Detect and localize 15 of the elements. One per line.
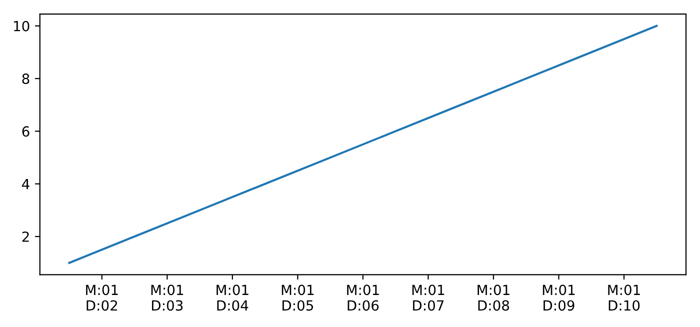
x-tick-label: M:01 D:09 — [542, 284, 575, 311]
x-tick-label: M:01 D:08 — [478, 284, 510, 311]
x-tick-label: M:01 D:04 — [216, 284, 248, 311]
x-tick-label: M:01 D:10 — [608, 284, 640, 311]
x-tick-label: M:01 D:03 — [151, 284, 184, 311]
x-tick-label: M:01 D:05 — [282, 284, 314, 311]
y-tick-label: 2 — [22, 231, 29, 242]
y-tick-label: 8 — [22, 74, 30, 84]
y-tick-label: 10 — [14, 20, 30, 32]
x-tick-label: M:01 D:07 — [412, 284, 444, 311]
y-tick-label: 6 — [22, 126, 30, 137]
line-series — [68, 24, 658, 264]
y-tick-label: 4 — [22, 179, 30, 190]
x-tick-label: M:01 D:06 — [347, 284, 379, 311]
x-tick-label: M:01 D:02 — [86, 284, 118, 311]
